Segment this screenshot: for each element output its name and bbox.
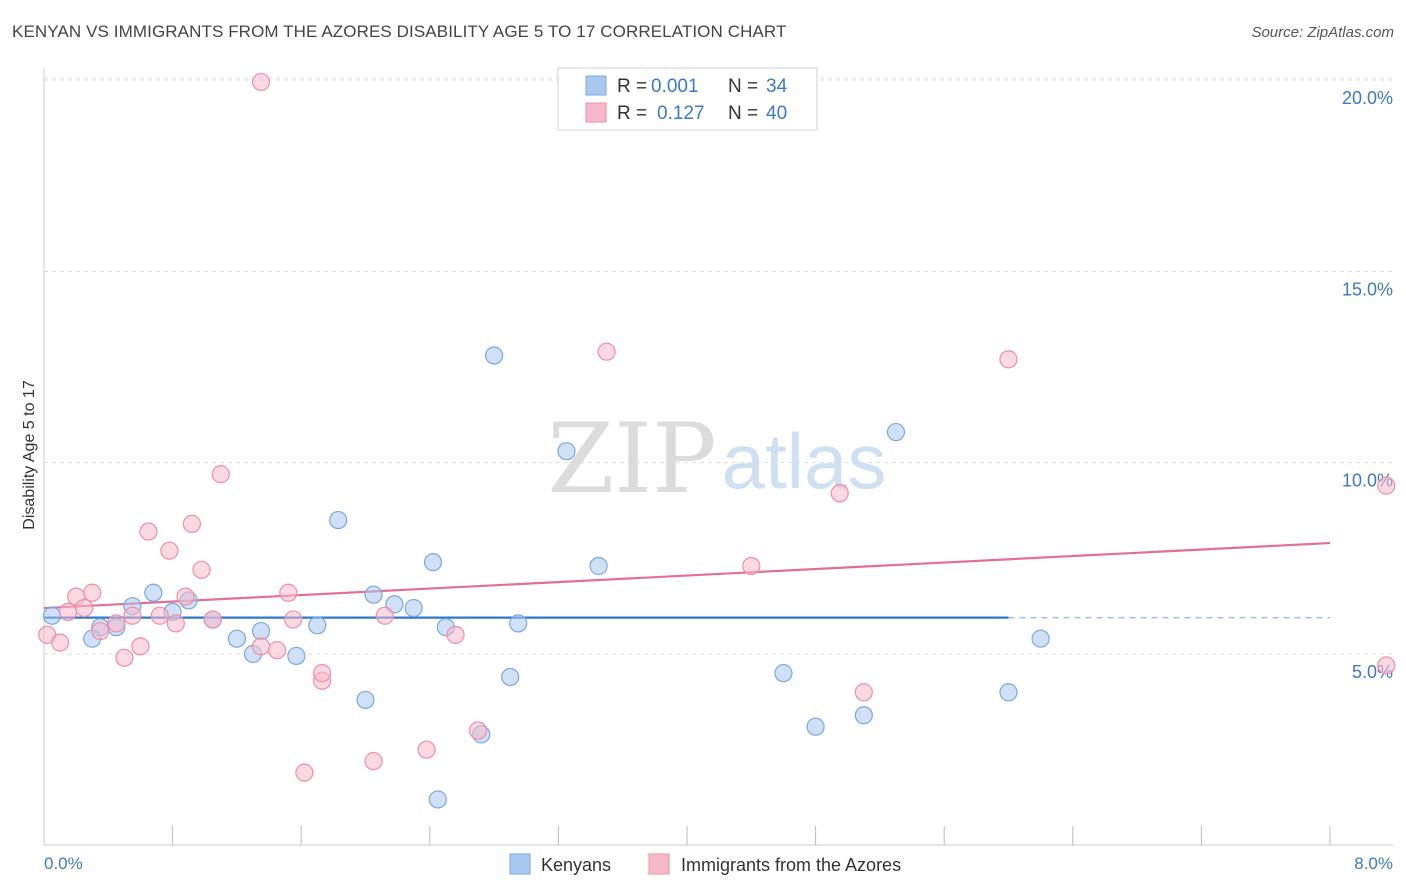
- point-azores: [295, 763, 314, 782]
- point-kenyans: [308, 616, 327, 635]
- point-azores: [284, 610, 303, 629]
- point-azores: [123, 606, 142, 625]
- point-kenyans: [329, 510, 348, 530]
- point-kenyans: [423, 553, 443, 572]
- chart-title: KENYAN VS IMMIGRANTS FROM THE AZORES DIS…: [12, 22, 787, 41]
- point-kenyans: [854, 706, 873, 725]
- point-kenyans: [364, 585, 383, 604]
- point-azores: [107, 614, 126, 633]
- point-azores: [312, 664, 332, 683]
- point-kenyans: [1031, 629, 1050, 648]
- point-azores: [160, 541, 179, 560]
- point-azores: [417, 740, 436, 759]
- source-credit: Source: ZipAtlas.com: [1251, 24, 1394, 41]
- legend-swatch-azores: [648, 853, 670, 875]
- legend-label-azores: Immigrants from the Azores: [681, 855, 901, 875]
- legend-label-kenyans: Kenyans: [541, 855, 611, 875]
- trend-line-azores: [43, 541, 1331, 610]
- point-kenyans: [589, 556, 608, 576]
- point-azores: [364, 752, 383, 771]
- point-azores: [75, 598, 94, 618]
- point-kenyans: [227, 629, 246, 648]
- point-azores: [251, 637, 271, 656]
- stats-r-value-1: 0.001: [651, 76, 699, 97]
- point-azores: [91, 621, 110, 641]
- point-azores: [115, 648, 134, 667]
- point-kenyans: [485, 346, 504, 365]
- point-kenyans: [509, 614, 528, 633]
- point-kenyans: [557, 442, 576, 461]
- point-kenyans: [999, 683, 1018, 702]
- point-azores: [446, 625, 465, 644]
- point-kenyans: [144, 583, 163, 602]
- point-azores: [999, 350, 1018, 369]
- point-azores: [1377, 656, 1396, 675]
- point-azores: [251, 72, 271, 92]
- point-azores: [468, 721, 488, 740]
- y-tick-labels: 5.0%10.0%15.0%20.0%: [1342, 88, 1393, 682]
- point-azores: [59, 602, 78, 622]
- axes: [43, 68, 1393, 846]
- point-azores: [854, 683, 873, 702]
- watermark-atlas: atlas: [722, 417, 887, 505]
- stats-legend: R = 0.001 N = 34 R = 0.127 N = 40: [557, 67, 818, 131]
- stats-swatch-kenyans: [585, 75, 607, 96]
- point-azores: [375, 606, 394, 625]
- point-azores: [150, 606, 169, 625]
- stats-r-label-1: R =: [617, 76, 647, 97]
- watermark-zip: ZIP: [547, 403, 716, 515]
- point-azores: [267, 641, 287, 660]
- point-azores: [166, 614, 185, 633]
- point-kenyans: [287, 646, 306, 666]
- point-kenyans: [428, 790, 447, 809]
- stats-n-label-2: N =: [728, 103, 758, 124]
- point-azores: [203, 610, 222, 629]
- point-kenyans: [356, 690, 375, 710]
- stats-r-label-2: R =: [617, 103, 647, 124]
- data-points: [38, 72, 1396, 809]
- point-kenyans: [806, 717, 825, 736]
- point-azores: [83, 583, 102, 602]
- point-azores: [597, 342, 616, 361]
- point-azores: [192, 560, 211, 579]
- trend-lines: [43, 541, 1331, 619]
- stats-n-value-1: 34: [766, 76, 788, 97]
- y-tick-label: 15.0%: [1342, 279, 1393, 299]
- point-kenyans: [251, 621, 271, 641]
- y-axis-title: Disability Age 5 to 17: [21, 380, 38, 530]
- x-tick-label-min: 0.0%: [44, 854, 83, 873]
- point-azores: [742, 556, 761, 576]
- grid-lines: [44, 77, 1393, 655]
- point-azores: [176, 587, 195, 606]
- bottom-legend: Kenyans Immigrants from the Azores: [509, 853, 901, 875]
- point-kenyans: [42, 606, 62, 625]
- legend-swatch-kenyans: [509, 853, 531, 875]
- stats-swatch-azores: [585, 102, 607, 123]
- point-azores: [182, 514, 201, 533]
- x-tick-label-max: 8.0%: [1354, 854, 1393, 873]
- point-kenyans: [404, 598, 423, 618]
- stats-n-label-1: N =: [728, 76, 758, 97]
- point-azores: [50, 633, 70, 652]
- point-azores: [1377, 476, 1396, 495]
- stats-n-value-2: 40: [766, 103, 787, 124]
- watermark: ZIP atlas: [547, 403, 886, 515]
- point-kenyans: [774, 664, 793, 683]
- point-azores: [830, 484, 849, 503]
- stats-r-value-2: 0.127: [657, 103, 705, 124]
- point-azores: [139, 522, 158, 541]
- point-azores: [211, 465, 230, 484]
- y-tick-label: 20.0%: [1342, 88, 1393, 108]
- point-azores: [131, 637, 150, 656]
- point-azores: [279, 583, 298, 602]
- point-kenyans: [886, 422, 906, 442]
- point-kenyans: [501, 667, 520, 687]
